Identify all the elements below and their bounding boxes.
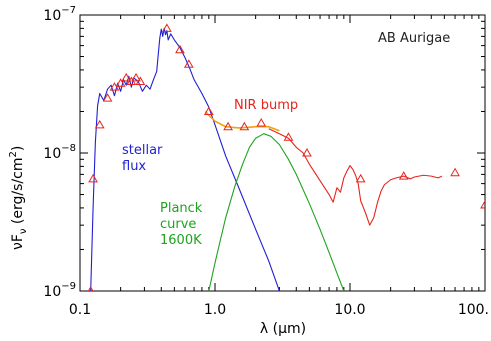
series-layer bbox=[90, 27, 443, 291]
planck-series-line bbox=[208, 133, 345, 291]
photometry-points bbox=[87, 23, 485, 291]
x-axis-label: λ (μm) bbox=[260, 321, 306, 337]
photometry-point bbox=[256, 117, 267, 127]
stellar-flux-label-line2: flux bbox=[122, 159, 146, 174]
planck-label-line3: 1600K bbox=[160, 233, 202, 248]
x-tick-label: 0.1 bbox=[69, 302, 91, 318]
ir-series-line bbox=[268, 128, 443, 226]
y-tick-label-exponent: −7 bbox=[61, 5, 76, 16]
object-name-label: AB Aurigae bbox=[378, 31, 450, 46]
y-tick-label: 10−7 bbox=[43, 5, 76, 24]
photometry-point bbox=[355, 173, 366, 183]
y-tick-label-exponent: −9 bbox=[61, 281, 76, 292]
photometry-point bbox=[162, 23, 172, 32]
y-axis-label-close: ) bbox=[10, 146, 26, 151]
photometry-point bbox=[102, 93, 113, 102]
photometry-point bbox=[115, 78, 126, 87]
planck-label-line1: Planck bbox=[160, 201, 203, 216]
y-axis-label-units: (erg/s/cm bbox=[10, 158, 26, 229]
nir-bump-label: NIR bump bbox=[234, 98, 298, 113]
photometry-point bbox=[94, 119, 105, 129]
y-axis-label-subscript: ν bbox=[18, 228, 29, 234]
model-series-line bbox=[204, 110, 280, 132]
y-tick-label-exponent: −8 bbox=[61, 143, 76, 154]
photometry-point bbox=[183, 59, 194, 68]
stellar-series-line bbox=[90, 27, 280, 291]
photometry-point bbox=[480, 199, 485, 209]
photometry-point bbox=[450, 167, 460, 177]
planck-label-line2: curve bbox=[160, 217, 196, 232]
photometry-point bbox=[87, 285, 94, 291]
y-axis-label-superscript: 2 bbox=[8, 151, 19, 157]
photometry-point bbox=[302, 147, 312, 157]
x-tick-label: 10.0 bbox=[334, 302, 365, 318]
photometry-point bbox=[223, 121, 233, 131]
photometry-point bbox=[239, 121, 250, 131]
x-tick-label: 100. bbox=[458, 302, 489, 318]
photometry-point bbox=[175, 44, 185, 54]
y-tick-label: 10−8 bbox=[43, 143, 76, 162]
photometry-point bbox=[203, 106, 214, 115]
y-tick-label-base: 10 bbox=[43, 8, 61, 24]
photometry-point bbox=[398, 171, 409, 180]
photometry-point bbox=[283, 132, 294, 141]
y-tick-label: 10−9 bbox=[43, 281, 76, 300]
plot-area bbox=[87, 23, 485, 291]
stellar-flux-label-line1: stellar bbox=[122, 143, 163, 158]
photometry-point bbox=[121, 72, 132, 82]
y-tick-label-base: 10 bbox=[43, 284, 61, 300]
x-tick-labels: 0.1 1.0 10.0 100. bbox=[69, 302, 489, 318]
y-tick-labels: 10−910−810−7 bbox=[43, 5, 76, 300]
axis-ticks bbox=[79, 15, 485, 292]
y-tick-label-base: 10 bbox=[43, 146, 61, 162]
photometry-point bbox=[135, 76, 146, 85]
photometry-point bbox=[131, 72, 141, 82]
photometry-point bbox=[88, 173, 98, 183]
x-tick-label: 1.0 bbox=[204, 302, 226, 318]
y-axis-label-main: νF bbox=[10, 234, 26, 250]
y-axis-label: νFν (erg/s/cm2) bbox=[8, 146, 29, 250]
